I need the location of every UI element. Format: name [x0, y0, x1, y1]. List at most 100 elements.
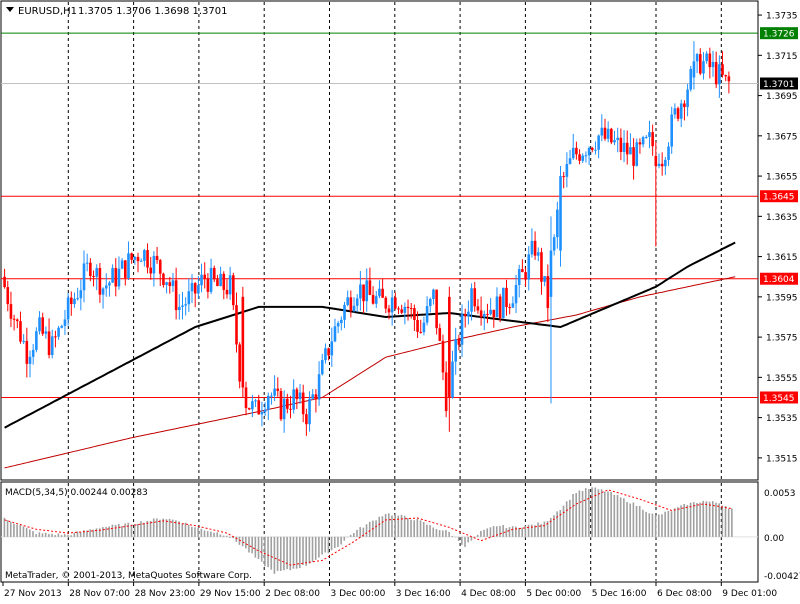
macd-bar	[130, 524, 133, 537]
candle-body	[60, 325, 64, 328]
macd-bar	[727, 508, 730, 537]
macd-bar	[480, 530, 482, 537]
candle-body	[209, 267, 213, 292]
candle-body	[444, 372, 448, 412]
macd-bar	[613, 494, 616, 537]
time-axis: 27 Nov 2013 28 Nov 07:00 28 Nov 23:00 29 No…	[2, 582, 777, 599]
macd-bar	[410, 519, 412, 537]
macd-bar	[724, 506, 727, 537]
macd-panel-frame	[0, 481, 759, 583]
candle-body	[702, 61, 705, 74]
candle-body	[232, 275, 235, 306]
candle-body	[47, 331, 51, 355]
candle-body	[721, 64, 724, 75]
candle-body	[266, 395, 270, 410]
candle-body	[457, 339, 461, 345]
macd-bar	[584, 488, 587, 537]
candle-body	[467, 311, 470, 317]
candle-body	[371, 294, 375, 304]
macd-bar	[572, 493, 574, 537]
macd-bar	[124, 523, 126, 537]
candle-body	[559, 176, 562, 251]
candle-body	[95, 268, 99, 277]
candle-body	[641, 137, 645, 145]
candle-body	[241, 296, 245, 388]
candle-body	[197, 285, 200, 294]
macd-bar	[721, 505, 724, 537]
macd-bar	[165, 519, 168, 537]
macd-bar	[429, 525, 431, 537]
macd-bar	[629, 503, 632, 537]
macd-bar	[254, 536, 257, 558]
candle-body	[416, 319, 419, 332]
candle-body	[549, 250, 553, 297]
macd-bar	[143, 522, 145, 537]
macd-bar	[32, 531, 34, 537]
candle-body	[15, 319, 19, 322]
candle-body	[676, 108, 680, 119]
macd-bar	[9, 522, 12, 537]
candle-body	[171, 280, 175, 286]
macd-bar	[673, 508, 676, 537]
price-tick-label: 1.3735	[766, 12, 798, 22]
candle-body	[50, 336, 54, 355]
macd-bar	[556, 511, 558, 537]
candle-body	[190, 283, 194, 292]
macd-bar	[340, 536, 342, 545]
macd-bar	[626, 502, 628, 537]
macd-bar	[527, 524, 530, 537]
macd-bar	[511, 526, 514, 537]
macd-signal-polyline	[4, 489, 733, 566]
macd-bar	[616, 494, 619, 537]
macd-bar	[146, 520, 149, 537]
candle-body	[365, 280, 369, 302]
candle-body	[619, 137, 623, 152]
macd-bar	[422, 522, 425, 537]
candle-body	[149, 267, 153, 274]
candle-body	[486, 314, 489, 316]
candle-body	[489, 309, 492, 315]
macd-bar	[353, 533, 355, 537]
macd-bar	[178, 521, 180, 537]
candle-body	[651, 132, 654, 147]
candle-body	[594, 149, 597, 151]
macd-bar	[289, 536, 292, 571]
candle-body	[101, 288, 105, 295]
macd-bar	[276, 536, 279, 571]
candle-body	[19, 321, 22, 342]
candle-body	[718, 64, 721, 85]
macd-bar	[476, 534, 479, 537]
candle-body	[508, 307, 511, 309]
candle-body	[505, 287, 508, 308]
macd-bar	[435, 529, 438, 537]
candle-body	[571, 147, 575, 159]
macd-bar	[359, 527, 361, 537]
candle-body	[69, 297, 73, 305]
candle-body	[79, 290, 83, 299]
candle-body	[435, 289, 438, 329]
candle-body	[403, 306, 407, 313]
candle-body	[629, 147, 632, 155]
dropdown-triangle-icon[interactable]	[6, 7, 14, 12]
macd-bar	[670, 511, 673, 537]
macd-bar	[515, 526, 517, 537]
candle-body	[438, 328, 442, 341]
macd-bar	[603, 491, 606, 537]
macd-bar	[184, 522, 187, 537]
candle-body	[387, 308, 391, 313]
macd-top-tick: 0.0053	[764, 489, 796, 499]
candle-body	[683, 103, 686, 108]
macd-bar	[114, 524, 117, 537]
candle-body	[543, 276, 546, 282]
candle-body	[38, 317, 41, 332]
macd-bar	[162, 518, 165, 537]
horizontal-levels: 1.3726 1.3645 1.3604 1.3545 1.3701	[1, 27, 798, 404]
candle-body	[120, 260, 124, 269]
price-tick-label: 1.3575	[766, 334, 798, 344]
time-tick-label: 4 Dec 08:00	[461, 589, 516, 599]
candle-body	[597, 135, 600, 150]
time-tick-label: 2 Dec 08:00	[265, 589, 320, 599]
price-tick-label: 1.3535	[766, 414, 798, 424]
